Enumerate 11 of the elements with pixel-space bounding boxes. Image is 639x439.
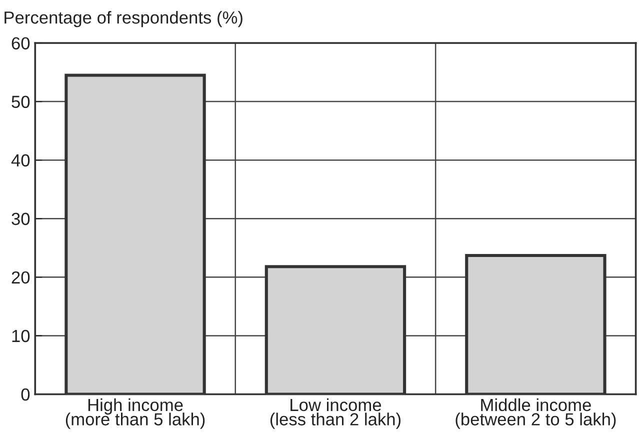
y-tick-label: 50: [12, 96, 30, 108]
y-tick-label: 60: [12, 37, 30, 50]
x-tick-label: High income (more than 5 lakh): [66, 398, 205, 429]
y-tick-label: 40: [11, 154, 30, 167]
y-tick-label: 20: [12, 271, 30, 284]
y-tick-label: 30: [12, 212, 30, 226]
y-tick-label: 10: [12, 330, 30, 342]
y-axis-title: Percentage of respondents (%): [4, 10, 242, 28]
y-tick-label: 0: [21, 388, 30, 401]
x-tick-label: Middle income (between 2 to 5 lakh): [456, 398, 616, 429]
x-tick-label: Low income (less than 2 lakh): [270, 398, 400, 429]
